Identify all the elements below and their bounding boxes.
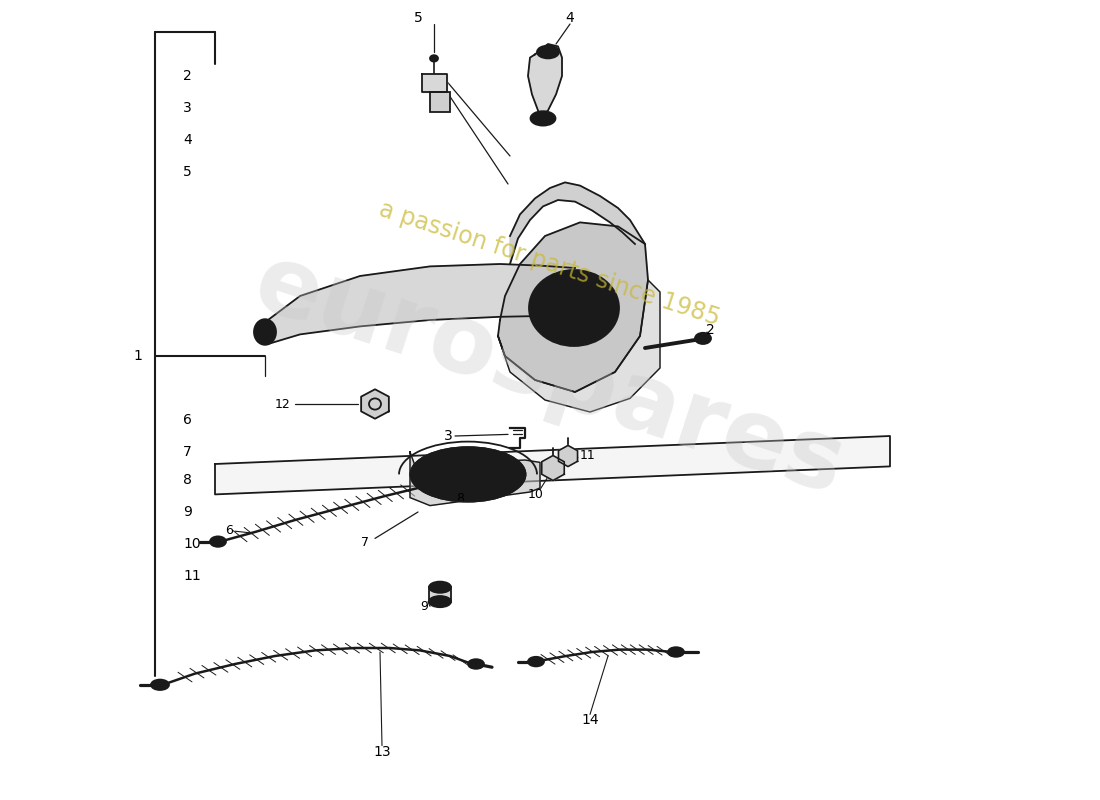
Polygon shape [214, 436, 890, 494]
Text: 5: 5 [183, 165, 191, 179]
Text: 2: 2 [183, 69, 191, 83]
Ellipse shape [668, 647, 684, 657]
Text: 3: 3 [444, 429, 453, 443]
Text: 9: 9 [183, 505, 191, 519]
Ellipse shape [547, 284, 602, 332]
Ellipse shape [537, 46, 559, 58]
Polygon shape [541, 455, 564, 481]
Ellipse shape [254, 319, 276, 345]
Ellipse shape [210, 537, 225, 547]
Text: 9: 9 [420, 600, 428, 613]
Polygon shape [510, 182, 645, 264]
Text: 2: 2 [705, 322, 714, 337]
Text: 7: 7 [183, 445, 191, 459]
Ellipse shape [530, 111, 556, 126]
Polygon shape [528, 44, 562, 118]
Ellipse shape [695, 333, 711, 344]
Ellipse shape [430, 55, 438, 62]
Polygon shape [498, 222, 648, 392]
Text: 13: 13 [373, 745, 390, 759]
Text: eurospares: eurospares [243, 237, 857, 515]
Polygon shape [410, 452, 540, 506]
Ellipse shape [410, 447, 526, 502]
Bar [430, 92, 450, 112]
Text: 11: 11 [183, 569, 200, 583]
Text: 4: 4 [565, 10, 574, 25]
Ellipse shape [544, 279, 565, 299]
Text: 6: 6 [226, 524, 233, 537]
Polygon shape [498, 280, 660, 412]
Text: 8: 8 [183, 473, 191, 487]
Ellipse shape [452, 466, 484, 482]
Text: 6: 6 [183, 413, 191, 427]
Text: 10: 10 [528, 488, 543, 501]
Text: 1: 1 [133, 349, 142, 363]
Ellipse shape [528, 657, 544, 666]
Ellipse shape [429, 582, 451, 593]
Bar [429, 587, 451, 602]
Ellipse shape [429, 596, 451, 607]
Text: 11: 11 [580, 450, 596, 462]
Polygon shape [268, 264, 580, 344]
Text: 4: 4 [183, 133, 191, 147]
Polygon shape [361, 390, 389, 418]
Text: a passion for parts since 1985: a passion for parts since 1985 [376, 198, 724, 330]
Ellipse shape [468, 659, 484, 669]
Ellipse shape [560, 296, 588, 320]
Ellipse shape [151, 679, 169, 690]
Text: 10: 10 [183, 537, 200, 551]
Text: 8: 8 [456, 492, 464, 505]
Text: 7: 7 [361, 536, 368, 549]
Polygon shape [422, 74, 447, 92]
Text: 14: 14 [581, 713, 598, 727]
Text: 12: 12 [274, 398, 290, 410]
Text: 3: 3 [183, 101, 191, 115]
Ellipse shape [430, 457, 506, 492]
Polygon shape [559, 446, 578, 466]
Text: 5: 5 [414, 10, 422, 25]
Ellipse shape [529, 270, 619, 346]
